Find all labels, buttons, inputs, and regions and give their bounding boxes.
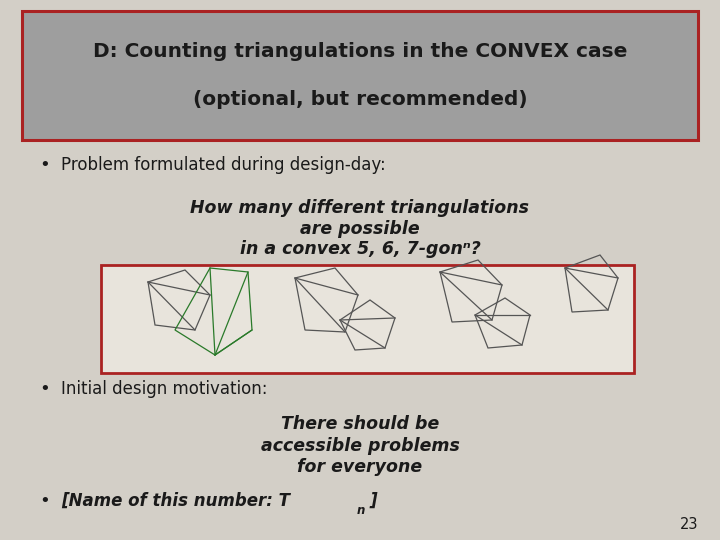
Text: •: • xyxy=(40,492,50,510)
FancyBboxPatch shape xyxy=(101,265,634,373)
Text: are possible: are possible xyxy=(300,220,420,239)
Text: There should be: There should be xyxy=(281,415,439,434)
Text: in a convex 5, 6, 7-gonⁿ?: in a convex 5, 6, 7-gonⁿ? xyxy=(240,240,480,259)
Text: Initial design motivation:: Initial design motivation: xyxy=(61,380,268,398)
FancyBboxPatch shape xyxy=(22,11,698,140)
Text: Problem formulated during design-day:: Problem formulated during design-day: xyxy=(61,156,386,174)
Text: accessible problems: accessible problems xyxy=(261,437,459,455)
Text: [Name of this number: T: [Name of this number: T xyxy=(61,492,290,510)
Text: 23: 23 xyxy=(680,517,698,532)
Text: •: • xyxy=(40,380,50,398)
Text: for everyone: for everyone xyxy=(297,458,423,476)
Text: D: Counting triangulations in the CONVEX case: D: Counting triangulations in the CONVEX… xyxy=(93,42,627,61)
Text: (optional, but recommended): (optional, but recommended) xyxy=(193,90,527,110)
Text: How many different triangulations: How many different triangulations xyxy=(191,199,529,217)
Text: •: • xyxy=(40,156,50,174)
Text: ]: ] xyxy=(369,492,377,510)
Text: n: n xyxy=(356,504,365,517)
Text: [Name of this number: T: [Name of this number: T xyxy=(61,492,290,510)
